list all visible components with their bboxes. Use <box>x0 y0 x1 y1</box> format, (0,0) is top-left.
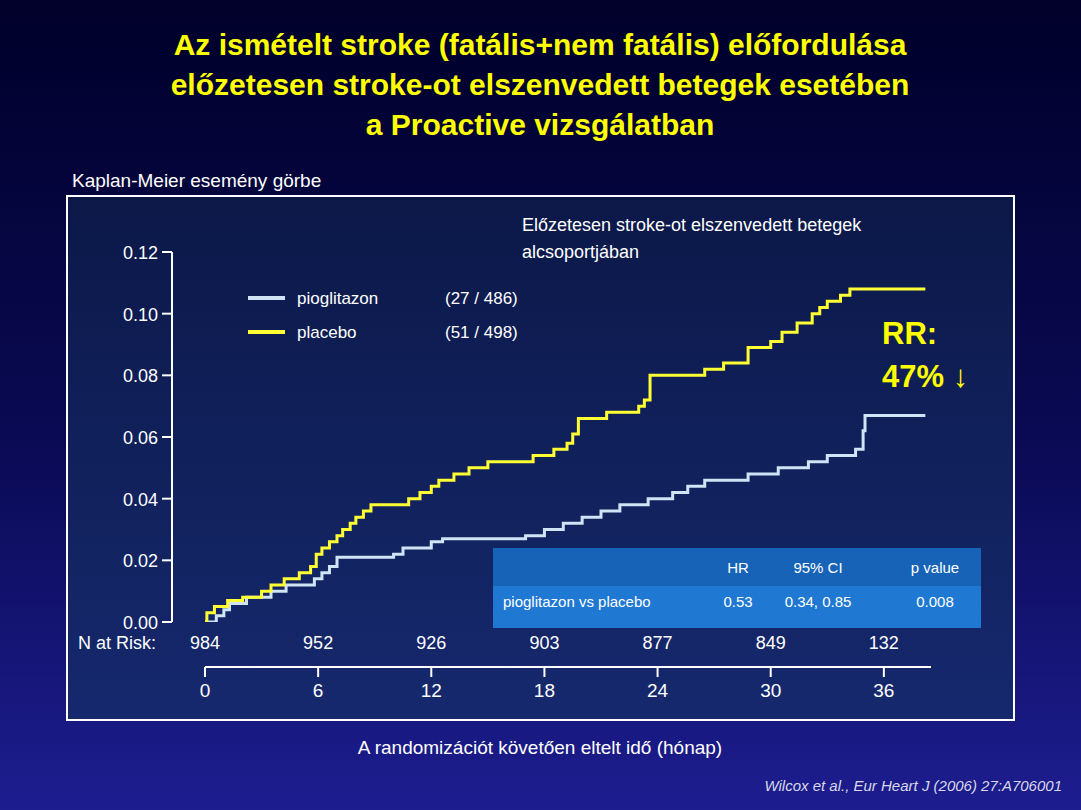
panel-note: Előzetesen stroke-ot elszenvedett betege… <box>522 215 862 235</box>
y-tick-label: 0.08 <box>123 366 158 386</box>
table-column: p value <box>911 559 959 576</box>
legend-swatch <box>248 330 285 334</box>
n-at-risk-value: 877 <box>643 633 673 653</box>
y-tick <box>162 313 172 315</box>
x-axis <box>205 666 931 668</box>
x-tick-label: 24 <box>647 680 669 701</box>
chart: Az ismételt stroke (fatális+nem fatális)… <box>0 0 1081 810</box>
table-cell: 0.34, 0.85 <box>785 593 852 610</box>
x-tick <box>543 667 545 677</box>
table-cell: 0.53 <box>723 593 752 610</box>
table-cell: 0.008 <box>916 593 954 610</box>
x-tick <box>317 667 319 677</box>
plot-frame <box>67 196 1014 720</box>
x-tick-label: 36 <box>873 680 894 701</box>
legend-label: placebo <box>297 323 357 342</box>
x-tick <box>204 667 206 677</box>
y-tick <box>162 374 172 376</box>
n-at-risk-label: N at Risk: <box>78 633 156 653</box>
y-tick-label: 0.12 <box>123 243 158 263</box>
legend-note: (27 / 486) <box>445 289 518 308</box>
n-at-risk-value: 926 <box>416 633 446 653</box>
table-column: 95% CI <box>793 559 842 576</box>
x-tick <box>657 667 659 677</box>
x-tick-label: 30 <box>760 680 781 701</box>
x-tick-label: 12 <box>421 680 442 701</box>
source: Wilcox et al., Eur Heart J (2006) 27:A70… <box>764 777 1062 794</box>
y-tick <box>162 436 172 438</box>
n-at-risk-value: 903 <box>529 633 559 653</box>
x-tick <box>770 667 772 677</box>
title: a Proactive vizsgálatban <box>366 108 715 141</box>
x-tick-label: 0 <box>200 680 211 701</box>
legend-label: pioglitazon <box>297 289 378 308</box>
y-tick-label: 0.00 <box>123 613 158 633</box>
y-tick-label: 0.04 <box>123 490 158 510</box>
x-axis-label: A randomizációt követően eltelt idő (hón… <box>358 737 722 758</box>
y-tick <box>162 621 172 623</box>
table-row <box>493 586 981 628</box>
n-at-risk-value: 952 <box>303 633 333 653</box>
legend-swatch <box>248 296 285 300</box>
y-tick <box>162 251 172 253</box>
x-tick-label: 6 <box>313 680 324 701</box>
table-header <box>493 548 981 586</box>
y-tick-label: 0.02 <box>123 551 158 571</box>
table-column: HR <box>727 559 749 576</box>
n-at-risk-value: 849 <box>756 633 786 653</box>
n-at-risk-value: 984 <box>190 633 220 653</box>
annotation: RR: <box>882 316 937 351</box>
panel-note: alcsoportjában <box>522 242 639 262</box>
y-tick <box>162 498 172 500</box>
y-tick <box>162 559 172 561</box>
x-tick <box>430 667 432 677</box>
n-at-risk-value: 132 <box>869 633 899 653</box>
legend-note: (51 / 498) <box>445 323 518 342</box>
title: Az ismételt stroke (fatális+nem fatális)… <box>174 28 907 61</box>
x-tick-label: 18 <box>534 680 555 701</box>
annotation: 47% ↓ <box>882 359 968 394</box>
subtitle: Kaplan-Meier esemény görbe <box>72 170 321 191</box>
y-tick-label: 0.06 <box>123 428 158 448</box>
table-row-label: pioglitazon vs placebo <box>503 593 651 610</box>
title: előzetesen stroke-ot elszenvedett betege… <box>171 68 910 101</box>
y-tick-label: 0.10 <box>123 305 158 325</box>
x-tick <box>883 667 885 677</box>
